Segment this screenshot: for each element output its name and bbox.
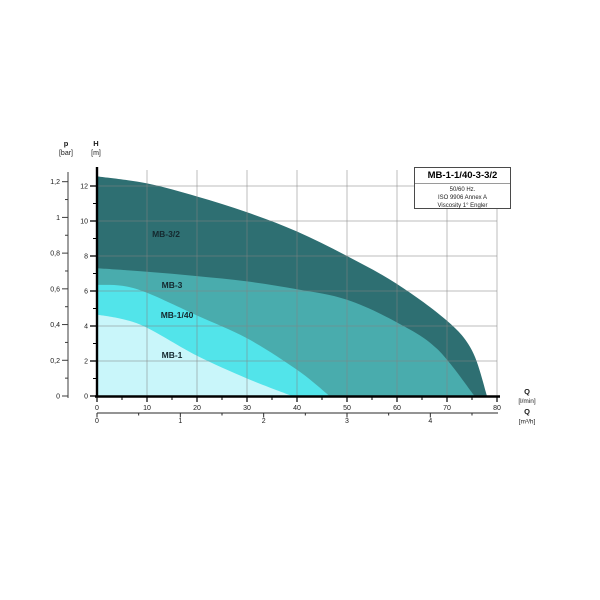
pressure-axis-unit: [bar] xyxy=(59,150,73,157)
frequency-label: 50/60 Hz. xyxy=(449,187,476,193)
flow-lmin-tick-label: 70 xyxy=(443,405,451,412)
flow-lmin-tick-label: 0 xyxy=(95,405,99,412)
flow-m3h-tick-label: 2 xyxy=(262,418,266,425)
head-axis-unit: [m] xyxy=(91,150,101,157)
standard-label: ISO 9906 Annex A xyxy=(437,195,488,201)
pressure-tick-label: 0,8 xyxy=(50,251,60,258)
flow-m3h-axis xyxy=(96,412,498,418)
flow-m3h-tick-label: 1 xyxy=(178,418,182,425)
pressure-tick-label: 0,6 xyxy=(50,286,60,293)
series-label-mb-1: MB-1 xyxy=(162,350,183,360)
flow-m3h-tick-label: 4 xyxy=(428,418,432,425)
flow-m3h-axis-title: Q xyxy=(524,407,530,416)
pressure-tick-label: 1,2 xyxy=(50,179,60,186)
series-label-mb-1-40: MB-1/40 xyxy=(161,310,194,320)
flow-lmin-tick-label: 80 xyxy=(493,405,501,412)
pressure-tick-label: 0,2 xyxy=(50,358,60,365)
flow-lmin-tick-label: 40 xyxy=(293,405,301,412)
flow-lmin-tick-label: 50 xyxy=(343,405,351,412)
pressure-axis-title: p xyxy=(64,139,69,148)
head-tick-label: 8 xyxy=(84,254,88,261)
head-tick-label: 2 xyxy=(84,359,88,366)
flow-m3h-tick-label: 0 xyxy=(95,418,99,425)
head-axis-title: H xyxy=(93,139,98,148)
series-label-mb-3: MB-3 xyxy=(162,280,183,290)
head-tick-label: 12 xyxy=(80,184,88,191)
pressure-axis xyxy=(62,172,69,398)
flow-lmin-axis-unit: [l/min] xyxy=(518,398,536,405)
pressure-tick-label: 0 xyxy=(56,394,60,401)
flow-lmin-tick-label: 20 xyxy=(193,405,201,412)
flow-lmin-tick-label: 10 xyxy=(143,405,151,412)
curve-area-mb-1 xyxy=(97,314,292,396)
viscosity-label: Viscosity 1° Engler xyxy=(437,203,488,209)
head-tick-label: 4 xyxy=(84,324,88,331)
chart-title-box: MB-1-1/40-3-3/2 50/60 Hz. ISO 9906 Annex… xyxy=(414,167,511,209)
pump-model-title: MB-1-1/40-3-3/2 xyxy=(415,168,510,184)
head-axis xyxy=(90,167,99,397)
flow-lmin-tick-label: 30 xyxy=(243,405,251,412)
series-label-mb-3-2: MB-3/2 xyxy=(152,229,180,239)
flow-m3h-axis-unit: [m³/h] xyxy=(519,419,536,426)
flow-lmin-tick-label: 60 xyxy=(393,405,401,412)
flow-m3h-tick-label: 3 xyxy=(345,418,349,425)
pressure-tick-label: 1 xyxy=(56,215,60,222)
pressure-tick-label: 0,4 xyxy=(50,322,60,329)
flow-lmin-axis-title: Q xyxy=(524,387,530,396)
head-tick-label: 0 xyxy=(84,394,88,401)
flow-lmin-axis xyxy=(95,395,500,402)
head-tick-label: 10 xyxy=(80,219,88,226)
head-tick-label: 6 xyxy=(84,289,88,296)
